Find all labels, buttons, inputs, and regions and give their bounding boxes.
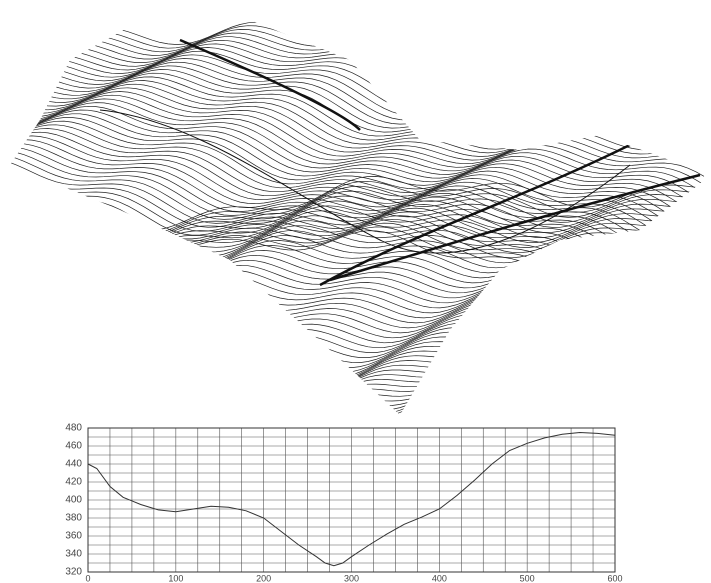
contour-line [0, 19, 704, 95]
contour-line [0, 172, 704, 277]
contour-line [0, 342, 704, 397]
y-tick-label: 460 [65, 441, 82, 452]
contour-line [0, 10, 704, 91]
x-tick-label: 600 [607, 573, 622, 583]
contour-line [0, 327, 704, 382]
profile-chart: 320 340 360 380 400 420 440 460 480 0 100 200 300 400… [65, 423, 622, 583]
contour-line [0, 378, 704, 432]
contour-line [0, 302, 704, 357]
contour-line [0, 238, 704, 316]
x-tick-label: 200 [256, 573, 271, 583]
contour-line [0, 70, 704, 139]
contour-line [0, 348, 704, 403]
x-tick-label: 0 [85, 573, 90, 583]
contour-line [0, 292, 704, 349]
contour-line [0, 44, 704, 113]
contour-line [0, 212, 704, 285]
y-tick-label: 440 [65, 459, 82, 470]
y-tick-label: 340 [65, 549, 82, 560]
page: 320 340 360 380 400 420 440 460 480 0 100 200 300 400… [0, 0, 711, 583]
x-tick-label: 500 [520, 573, 535, 583]
contour-line [0, 312, 704, 367]
contour-line [0, 84, 704, 153]
contour-line [0, 393, 704, 446]
contour-line [0, 92, 704, 161]
contour-line [0, 282, 704, 347]
y-tick-label: 400 [65, 495, 82, 506]
contour-line [0, 287, 704, 348]
contour-line [0, 307, 704, 362]
contour-line [0, 337, 704, 392]
contour-line [0, 398, 704, 451]
contour-line [0, 248, 704, 326]
contour-line [0, 297, 704, 352]
contour-line [0, 373, 704, 427]
contour-map [0, 10, 704, 451]
y-tick-label: 320 [65, 567, 82, 578]
contour-line [0, 368, 704, 422]
contour-line [0, 317, 704, 372]
contour-line [0, 363, 704, 417]
contour-line [0, 223, 704, 301]
figure: 320 340 360 380 400 420 440 460 480 0 100 200 300 400… [0, 0, 711, 583]
contour-line [0, 332, 704, 387]
contour-line [0, 209, 704, 275]
contour-line [0, 77, 704, 146]
contour-line [0, 267, 704, 342]
y-tick-label: 420 [65, 477, 82, 488]
y-tick-label: 480 [65, 423, 82, 434]
y-tick-label: 360 [65, 531, 82, 542]
contour-line [0, 179, 704, 281]
contour-line [0, 233, 704, 311]
contour-line [0, 208, 704, 296]
y-tick-label: 380 [65, 513, 82, 524]
ridge-line [320, 140, 640, 285]
x-tick-label: 300 [344, 573, 359, 583]
contour-line [0, 181, 704, 235]
contour-line [0, 353, 704, 408]
contour-line [0, 358, 704, 412]
x-tick-label: 100 [168, 573, 183, 583]
contour-line [0, 243, 704, 321]
x-tick-label: 400 [432, 573, 447, 583]
contour-line [0, 125, 704, 231]
